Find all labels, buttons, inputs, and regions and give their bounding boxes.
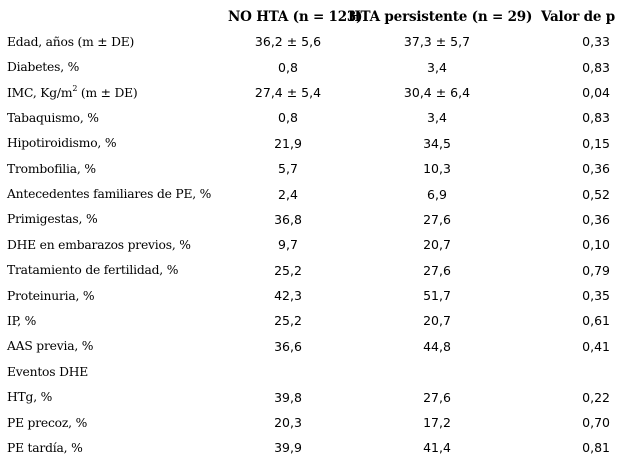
hta-persistente-value: 51,7 — [423, 288, 451, 304]
row-label: PE tardía, % — [7, 440, 83, 455]
table-row: Diabetes, % 0,8 3,4 0,83 — [0, 54, 630, 79]
no-hta-value: 0,8 — [278, 110, 298, 126]
p-value: 0,41 — [582, 338, 610, 354]
no-hta-value: 36,6 — [274, 338, 302, 354]
row-label: Antecedentes familiares de PE, % — [7, 187, 212, 202]
header-no-hta: NO HTA (n = 123) — [228, 8, 363, 25]
row-label: Hipotiroidismo, % — [7, 136, 117, 151]
hta-persistente-value: 27,6 — [423, 389, 451, 405]
row-label: PE precoz, % — [7, 415, 88, 430]
p-value: 0,36 — [582, 161, 610, 177]
header-p-value: Valor de p — [540, 8, 616, 25]
row-label: HTg, % — [7, 390, 53, 405]
hta-persistente-value: 6,9 — [427, 186, 447, 202]
header-variable — [0, 4, 228, 29]
no-hta-value: 25,2 — [274, 262, 302, 278]
hta-persistente-value: 20,7 — [423, 313, 451, 329]
row-label: AAS previa, % — [7, 339, 94, 354]
table-row: Antecedentes familiares de PE, % 2,4 6,9… — [0, 181, 630, 206]
p-value: 0,61 — [582, 313, 610, 329]
hta-persistente-value: 44,8 — [423, 338, 451, 354]
hta-persistente-value: 37,3 ± 5,7 — [403, 34, 471, 50]
table-row: Primigestas, % 36,8 27,6 0,36 — [0, 207, 630, 232]
row-label: Trombofilia, % — [7, 161, 96, 176]
p-value: 0,79 — [582, 262, 610, 278]
no-hta-value: 9,7 — [278, 237, 298, 253]
comparison-table: NO HTA (n = 123) HTA persistente (n = 29… — [0, 4, 630, 461]
p-value — [526, 359, 630, 384]
no-hta-value: 5,7 — [278, 161, 298, 177]
no-hta-value: 39,8 — [274, 389, 302, 405]
row-label-suffix: (m ± DE) — [77, 86, 138, 101]
no-hta-value: 39,9 — [274, 440, 302, 456]
table-row: Hipotiroidismo, % 21,9 34,5 0,15 — [0, 131, 630, 156]
row-label: Tabaquismo, % — [7, 110, 99, 125]
row-label: IP, % — [7, 313, 37, 328]
p-value: 0,81 — [582, 440, 610, 456]
hta-persistente-value: 41,4 — [423, 440, 451, 456]
hta-persistente-value: 27,6 — [423, 211, 451, 227]
row-label: Edad, años (m ± DE) — [7, 34, 135, 49]
hta-persistente-value: 17,2 — [423, 415, 451, 431]
row-label-superscript: 2 — [72, 84, 78, 94]
no-hta-value: 20,3 — [274, 415, 302, 431]
header-hta-persistente: HTA persistente (n = 29) — [348, 8, 533, 25]
hta-persistente-value: 10,3 — [423, 161, 451, 177]
table-row: IP, % 25,2 20,7 0,61 — [0, 308, 630, 333]
p-value: 0,70 — [582, 415, 610, 431]
table-row: DHE en embarazos previos, % 9,7 20,7 0,1… — [0, 232, 630, 257]
p-value: 0,83 — [582, 59, 610, 75]
row-label: Proteinuria, % — [7, 288, 95, 303]
row-label: Primigestas, % — [7, 212, 98, 227]
no-hta-value: 36,8 — [274, 211, 302, 227]
p-value: 0,83 — [582, 110, 610, 126]
p-value: 0,35 — [582, 288, 610, 304]
no-hta-value: 2,4 — [278, 186, 298, 202]
row-label: Diabetes, % — [7, 60, 80, 75]
section-label: Eventos DHE — [7, 364, 89, 379]
no-hta-value: 21,9 — [274, 135, 302, 151]
p-value: 0,15 — [582, 135, 610, 151]
table-row: Trombofilia, % 5,7 10,3 0,36 — [0, 156, 630, 181]
row-label: IMC, Kg/m2 (m ± DE) — [0, 80, 228, 105]
no-hta-value: 27,4 ± 5,4 — [254, 84, 322, 100]
no-hta-value: 36,2 ± 5,6 — [254, 34, 322, 50]
table-row: HTg, % 39,8 27,6 0,22 — [0, 384, 630, 409]
hta-persistente-value: 20,7 — [423, 237, 451, 253]
hta-persistente-value: 3,4 — [427, 59, 447, 75]
hta-persistente-value: 27,6 — [423, 262, 451, 278]
hta-persistente-value: 34,5 — [423, 135, 451, 151]
row-label: DHE en embarazos previos, % — [7, 237, 191, 252]
p-value: 0,04 — [582, 84, 610, 100]
p-value: 0,52 — [582, 186, 610, 202]
section-header-row: Eventos DHE — [0, 359, 630, 384]
hta-persistente-value: 3,4 — [427, 110, 447, 126]
hta-persistente-value — [348, 359, 526, 384]
p-value: 0,36 — [582, 211, 610, 227]
table-row: PE tardía, % 39,9 41,4 0,81 — [0, 435, 630, 460]
table-row: AAS previa, % 36,6 44,8 0,41 — [0, 334, 630, 359]
table-row: IMC, Kg/m2 (m ± DE) 27,4 ± 5,4 30,4 ± 6,… — [0, 80, 630, 105]
table-row: PE precoz, % 20,3 17,2 0,70 — [0, 410, 630, 435]
no-hta-value: 0,8 — [278, 59, 298, 75]
table-row: Tratamiento de fertilidad, % 25,2 27,6 0… — [0, 258, 630, 283]
row-label-main: IMC, Kg/m — [7, 86, 73, 101]
p-value: 0,33 — [582, 34, 610, 50]
p-value: 0,22 — [582, 389, 610, 405]
row-label: Tratamiento de fertilidad, % — [7, 263, 179, 278]
no-hta-value — [228, 359, 348, 384]
hta-persistente-value: 30,4 ± 6,4 — [403, 84, 471, 100]
table-row: Edad, años (m ± DE) 36,2 ± 5,6 37,3 ± 5,… — [0, 29, 630, 54]
no-hta-value: 25,2 — [274, 313, 302, 329]
table-row: Tabaquismo, % 0,8 3,4 0,83 — [0, 105, 630, 130]
header-row: NO HTA (n = 123) HTA persistente (n = 29… — [0, 4, 630, 29]
table-row: Proteinuria, % 42,3 51,7 0,35 — [0, 283, 630, 308]
p-value: 0,10 — [582, 237, 610, 253]
no-hta-value: 42,3 — [274, 288, 302, 304]
